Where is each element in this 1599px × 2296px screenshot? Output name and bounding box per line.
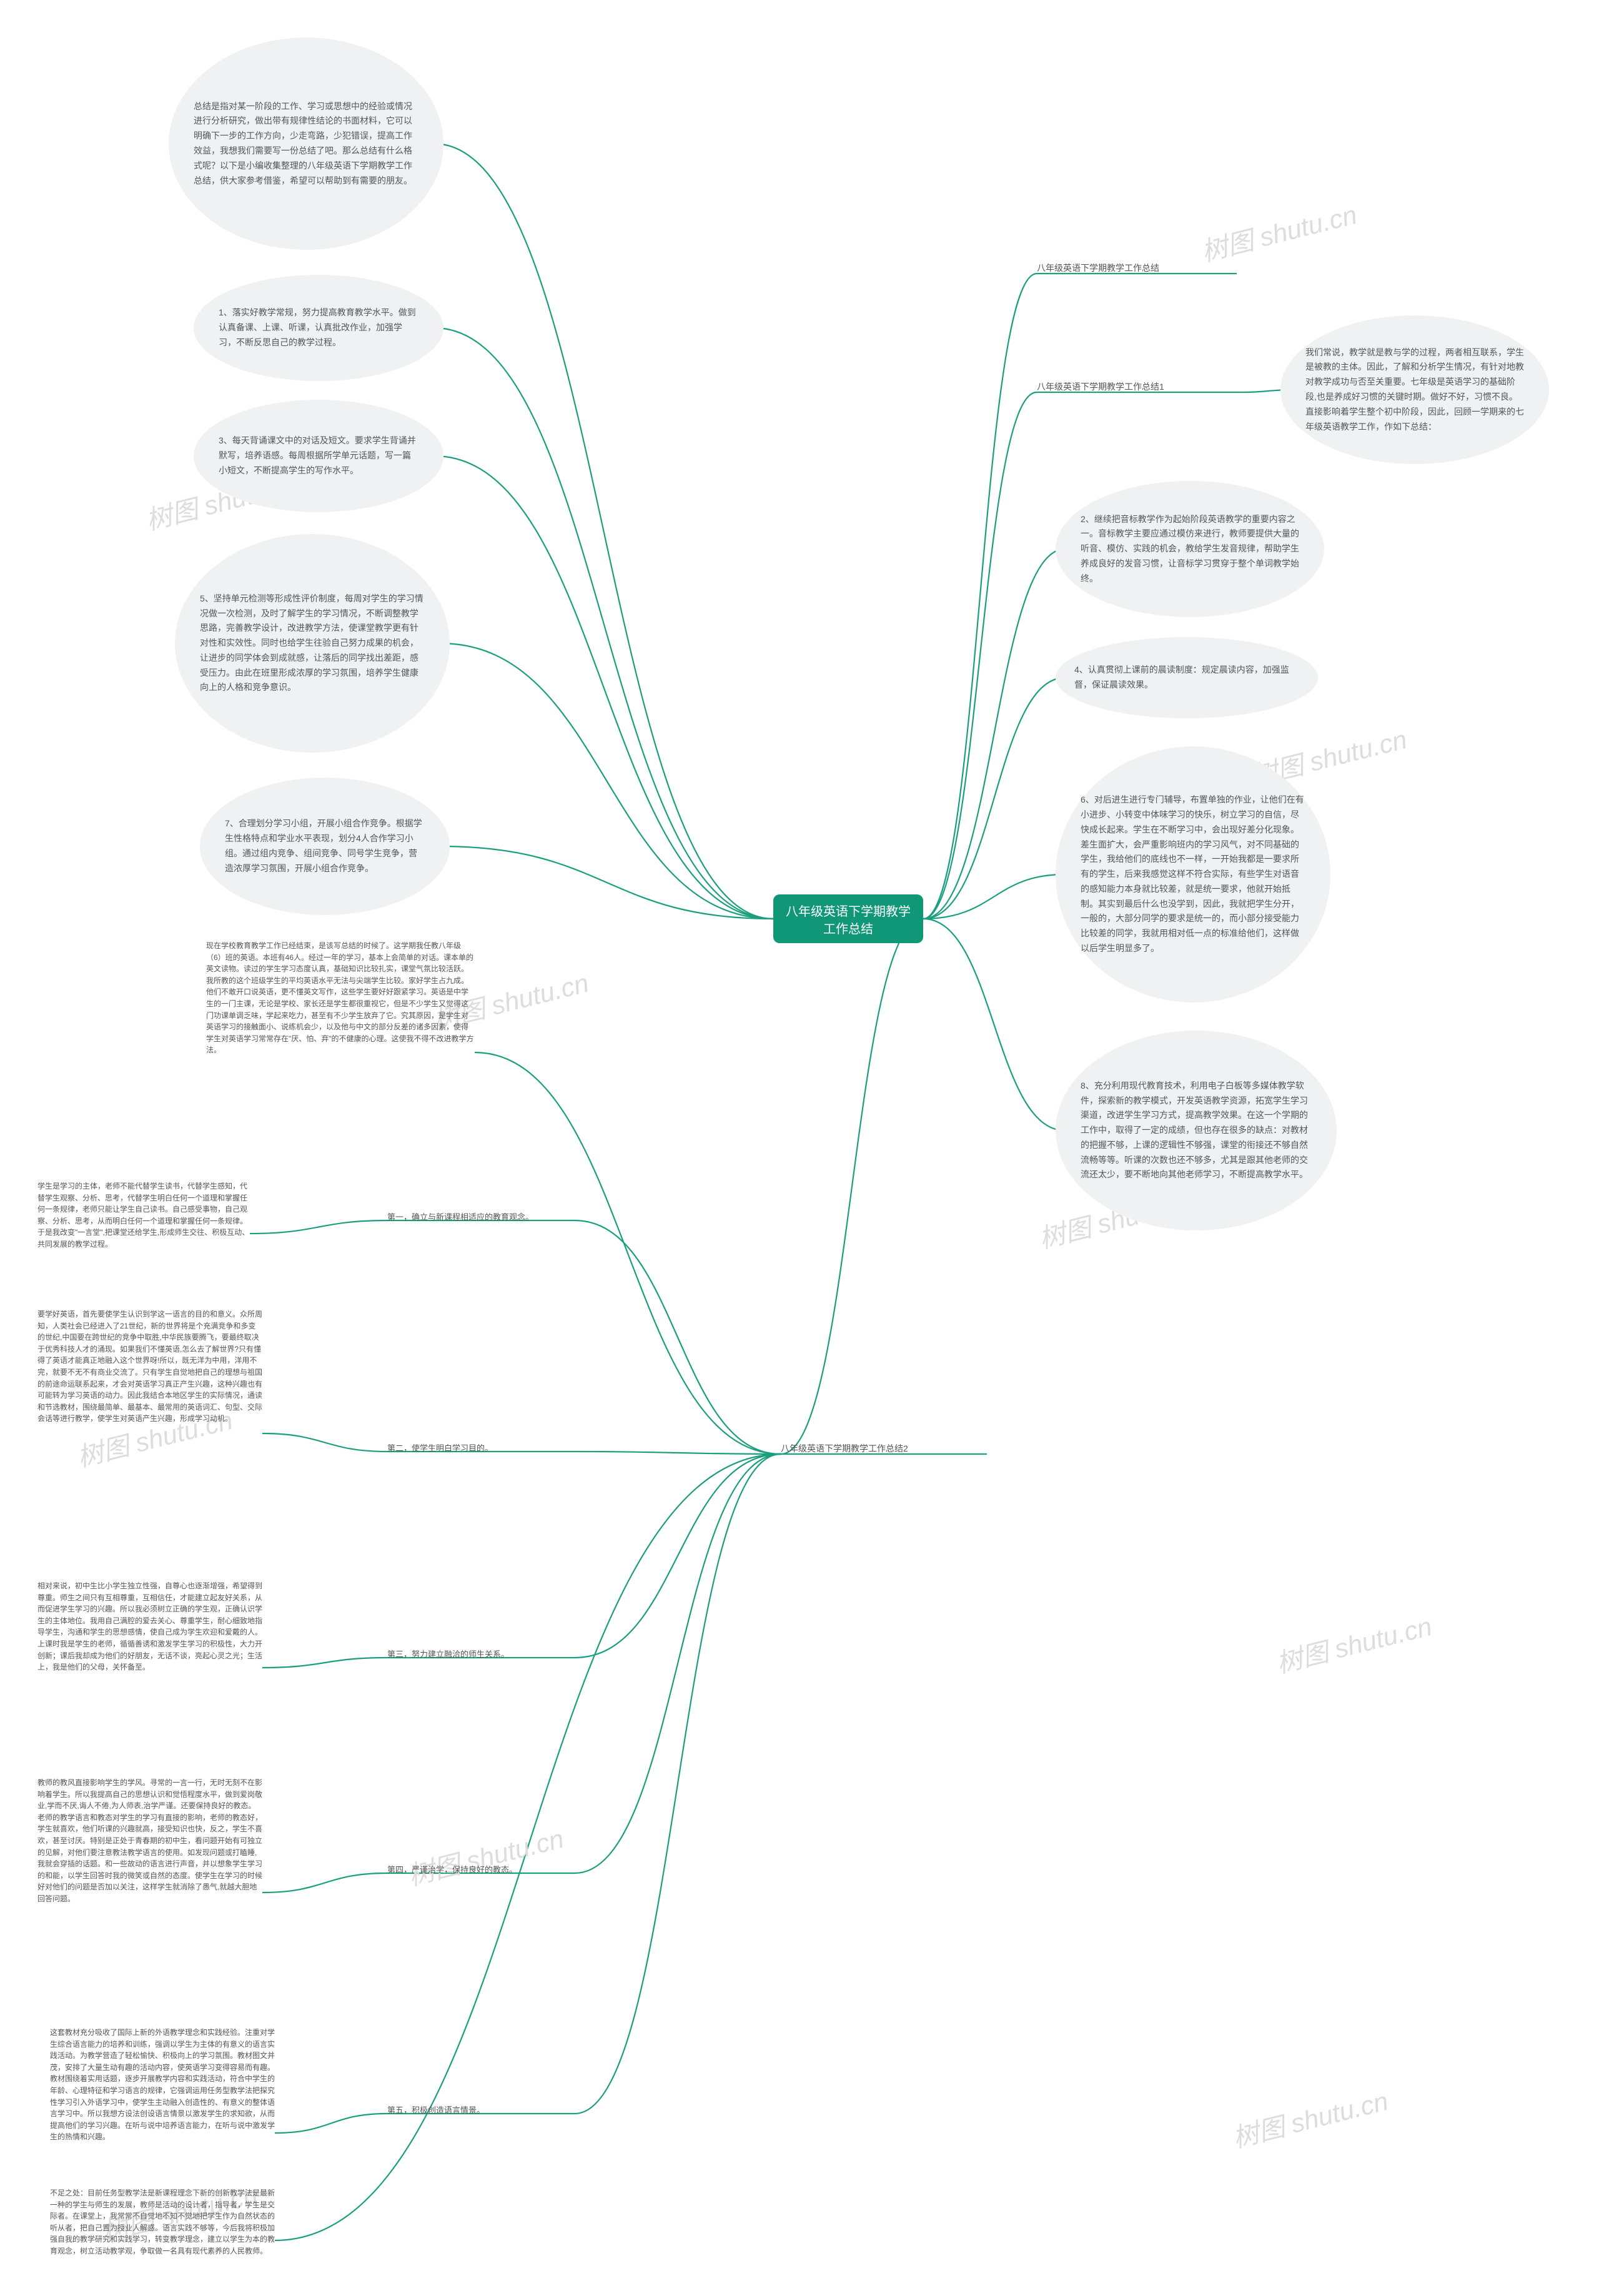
section2-item-title: 第三，努力建立融洽的师生关系。 — [387, 1649, 575, 1660]
text: 总结是指对某一阶段的工作、学习或思想中的经验或情况进行分析研究，做出带有规律性结… — [194, 99, 418, 189]
bubble-right-point4: 4、认真贯彻上课前的晨读制度：规定晨读内容，加强监督，保证晨读效果。 — [1056, 637, 1318, 718]
branch-label-summary2: 八年级英语下学期教学工作总结2 — [781, 1443, 987, 1455]
bubble-right-point6: 6、对后进生进行专门辅导，布置单独的作业，让他们在有小进步、小转变中体味学习的快… — [1056, 746, 1330, 1002]
bubble-left-point3: 3、每天背诵课文中的对话及短文。要求学生背诵并默写，培养语感。每周根据所学单元话… — [194, 400, 443, 512]
text: 5、坚持单元检测等形成性评价制度，每周对学生的学习情况做一次检测，及时了解学生的… — [200, 591, 425, 696]
section2-item-title: 第五，积极创造语言情景。 — [387, 2105, 575, 2116]
watermark: 树图 shutu.cn — [1228, 2080, 1392, 2155]
bubble-left-point7: 7、合理划分学习小组，开展小组合作竞争。根据学生性格特点和学业水平表现，划分4人… — [200, 778, 450, 915]
section2-item-title: 第二，使学生明白学习目的。 — [387, 1443, 575, 1454]
text: 我们常说，教学就是教与学的过程，两者相互联系，学生是被教的主体。因此，了解和分析… — [1305, 345, 1524, 435]
label: 八年级英语下学期教学工作总结1 — [1037, 382, 1164, 392]
section2-item-body: 要学好英语，首先要使学生认识到学这一语言的目的和意义。众所周知，人类社会已经进入… — [37, 1309, 262, 1558]
text: 3、每天背诵课文中的对话及短文。要求学生背诵并默写，培养语感。每周根据所学单元话… — [219, 433, 418, 478]
text: 不足之处：目前任务型教学法是新课程理念下新的创新教学法是最新一种的学生与师生的发… — [50, 2189, 275, 2255]
bubble-left-point5: 5、坚持单元检测等形成性评价制度，每周对学生的学习情况做一次检测，及时了解学生的… — [175, 534, 450, 753]
text: 7、合理划分学习小组，开展小组合作竞争。根据学生性格特点和学业水平表现，划分4人… — [225, 816, 425, 876]
section2-item-title: 第一，确立与新课程相适应的教育观念。 — [387, 1212, 575, 1223]
text: 2、继续把音标教学作为起始阶段英语教学的重要内容之一。音标教学主要应通过模仿来进… — [1081, 512, 1299, 586]
section2-top-note: 现在学校教育教学工作已经结束，是该写总结的时候了。这学期我任教八年级（6）班的英… — [206, 940, 475, 1165]
text: 4、认真贯彻上课前的晨读制度：规定晨读内容，加强监督，保证晨读效果。 — [1074, 663, 1299, 693]
section2-item-body: 相对来说，初中生比小学生独立性强，自尊心也逐渐增强，希望得到尊重。师生之间只有互… — [37, 1580, 262, 1755]
text: 6、对后进生进行专门辅导，布置单独的作业，让他们在有小进步、小转变中体味学习的快… — [1081, 793, 1305, 956]
bubble-right-point8: 8、充分利用现代教育技术，利用电子白板等多媒体教学软件，探索新的教学模式，开发英… — [1056, 1031, 1337, 1230]
text: 8、充分利用现代教育技术，利用电子白板等多媒体教学软件，探索新的教学模式，开发英… — [1081, 1079, 1312, 1183]
watermark: 树图 shutu.cn — [1197, 194, 1360, 269]
watermark: 树图 shutu.cn — [1272, 1605, 1435, 1681]
bubble-left-point1: 1、落实好教学常规，努力提高教育教学水平。做到认真备课、上课、听课，认真批改作业… — [194, 275, 443, 381]
watermark: 树图 shutu.cn — [403, 1818, 567, 1893]
branch-label-summary: 八年级英语下学期教学工作总结 — [1037, 262, 1237, 275]
section2-item-title: 第四，严谨治学，保持良好的教态。 — [387, 1864, 575, 1876]
root-label: 八年级英语下学期教学工作总结 — [786, 905, 911, 936]
root-node: 八年级英语下学期教学工作总结 — [773, 894, 923, 943]
label: 八年级英语下学期教学工作总结 — [1037, 263, 1159, 273]
section2-item-body: 教师的教风直接影响学生的学风。寻常的一言一行，无时无刻不在影响着学生。所以我提高… — [37, 1777, 262, 2008]
section2-bottom-note: 不足之处：目前任务型教学法是新课程理念下新的创新教学法是最新一种的学生与师生的发… — [50, 2187, 275, 2294]
label: 八年级英语下学期教学工作总结2 — [781, 1443, 908, 1453]
bubble-right-point2: 2、继续把音标教学作为起始阶段英语教学的重要内容之一。音标教学主要应通过模仿来进… — [1056, 481, 1324, 617]
text: 1、落实好教学常规，努力提高教育教学水平。做到认真备课、上课、听课，认真批改作业… — [219, 305, 418, 350]
text: 现在学校教育教学工作已经结束，是该写总结的时候了。这学期我任教八年级（6）班的英… — [206, 941, 474, 1054]
section2-item-body: 学生是学习的主体，老师不能代替学生读书，代替学生感知，代替学生观察、分析、思考，… — [37, 1180, 250, 1287]
branch-label-summary1: 八年级英语下学期教学工作总结1 — [1037, 381, 1243, 393]
bubble-left-intro: 总结是指对某一阶段的工作、学习或思想中的经验或情况进行分析研究，做出带有规律性结… — [169, 37, 443, 250]
mindmap-canvas: 树图 shutu.cn 树图 shutu.cn 树图 shutu.cn 树图 shut… — [0, 0, 1599, 2296]
bubble-right-intro: 我们常说，教学就是教与学的过程，两者相互联系，学生是被教的主体。因此，了解和分析… — [1280, 315, 1549, 464]
